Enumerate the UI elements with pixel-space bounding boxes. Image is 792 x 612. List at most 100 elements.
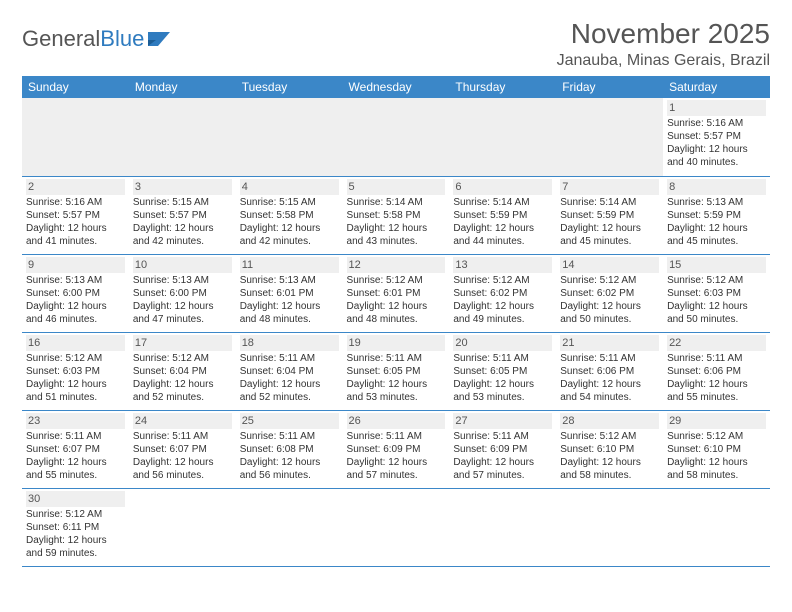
day-number: 19 <box>347 335 446 351</box>
cell-line: Daylight: 12 hours <box>133 456 232 469</box>
day-number: 6 <box>453 179 552 195</box>
weekday-header: Saturday <box>663 76 770 98</box>
calendar-row: 9Sunrise: 5:13 AMSunset: 6:00 PMDaylight… <box>22 254 770 332</box>
day-number: 27 <box>453 413 552 429</box>
cell-line: Sunrise: 5:13 AM <box>26 274 125 287</box>
cell-line: Daylight: 12 hours <box>240 456 339 469</box>
day-number: 7 <box>560 179 659 195</box>
cell-line: and 46 minutes. <box>26 313 125 326</box>
cell-line: Sunset: 5:59 PM <box>667 209 766 222</box>
cell-line: Sunrise: 5:11 AM <box>667 352 766 365</box>
cell-line: Sunset: 5:59 PM <box>560 209 659 222</box>
cell-line: Daylight: 12 hours <box>240 378 339 391</box>
cell-line: Sunset: 6:11 PM <box>26 521 125 534</box>
cell-line: Sunrise: 5:11 AM <box>240 430 339 443</box>
cell-line: Sunrise: 5:12 AM <box>453 274 552 287</box>
cell-line: and 44 minutes. <box>453 235 552 248</box>
cell-line: Daylight: 12 hours <box>560 222 659 235</box>
cell-line: Daylight: 12 hours <box>26 378 125 391</box>
cell-line: Daylight: 12 hours <box>133 378 232 391</box>
cell-line: Daylight: 12 hours <box>240 300 339 313</box>
cell-line: Sunset: 5:57 PM <box>133 209 232 222</box>
cell-line: Daylight: 12 hours <box>347 378 446 391</box>
cell-line: and 42 minutes. <box>240 235 339 248</box>
weekday-header: Sunday <box>22 76 129 98</box>
calendar-cell: 26Sunrise: 5:11 AMSunset: 6:09 PMDayligh… <box>343 410 450 488</box>
cell-line: and 53 minutes. <box>453 391 552 404</box>
day-number: 10 <box>133 257 232 273</box>
cell-line: Sunrise: 5:13 AM <box>240 274 339 287</box>
cell-line: and 57 minutes. <box>347 469 446 482</box>
cell-line: Daylight: 12 hours <box>560 456 659 469</box>
calendar-cell: 15Sunrise: 5:12 AMSunset: 6:03 PMDayligh… <box>663 254 770 332</box>
cell-line: and 55 minutes. <box>26 469 125 482</box>
calendar-cell: 19Sunrise: 5:11 AMSunset: 6:05 PMDayligh… <box>343 332 450 410</box>
cell-line: Sunset: 6:04 PM <box>133 365 232 378</box>
cell-line: Sunrise: 5:13 AM <box>133 274 232 287</box>
cell-line: Sunset: 6:00 PM <box>26 287 125 300</box>
cell-line: Sunset: 6:01 PM <box>347 287 446 300</box>
calendar-cell: 3Sunrise: 5:15 AMSunset: 5:57 PMDaylight… <box>129 176 236 254</box>
calendar-cell: 17Sunrise: 5:12 AMSunset: 6:04 PMDayligh… <box>129 332 236 410</box>
logo-flag-icon <box>148 30 174 48</box>
cell-line: Daylight: 12 hours <box>667 222 766 235</box>
cell-line: Daylight: 12 hours <box>560 300 659 313</box>
calendar-cell: 6Sunrise: 5:14 AMSunset: 5:59 PMDaylight… <box>449 176 556 254</box>
cell-line: Sunrise: 5:12 AM <box>133 352 232 365</box>
cell-line: and 52 minutes. <box>240 391 339 404</box>
calendar-row: 23Sunrise: 5:11 AMSunset: 6:07 PMDayligh… <box>22 410 770 488</box>
cell-line: Daylight: 12 hours <box>453 222 552 235</box>
day-number: 24 <box>133 413 232 429</box>
cell-line: and 58 minutes. <box>560 469 659 482</box>
calendar-cell: 21Sunrise: 5:11 AMSunset: 6:06 PMDayligh… <box>556 332 663 410</box>
cell-line: and 43 minutes. <box>347 235 446 248</box>
cell-line: and 51 minutes. <box>26 391 125 404</box>
day-number: 5 <box>347 179 446 195</box>
calendar-row: 16Sunrise: 5:12 AMSunset: 6:03 PMDayligh… <box>22 332 770 410</box>
cell-line: Daylight: 12 hours <box>26 300 125 313</box>
cell-line: Sunset: 6:10 PM <box>667 443 766 456</box>
cell-line: Daylight: 12 hours <box>347 222 446 235</box>
calendar-cell <box>343 98 450 176</box>
cell-line: Sunrise: 5:11 AM <box>133 430 232 443</box>
cell-line: Sunrise: 5:14 AM <box>560 196 659 209</box>
calendar-body: 1Sunrise: 5:16 AMSunset: 5:57 PMDaylight… <box>22 98 770 566</box>
day-number: 25 <box>240 413 339 429</box>
calendar-cell: 30Sunrise: 5:12 AMSunset: 6:11 PMDayligh… <box>22 488 129 566</box>
cell-line: Daylight: 12 hours <box>667 456 766 469</box>
calendar-cell: 16Sunrise: 5:12 AMSunset: 6:03 PMDayligh… <box>22 332 129 410</box>
cell-line: Sunrise: 5:11 AM <box>240 352 339 365</box>
day-number: 12 <box>347 257 446 273</box>
cell-line: Sunrise: 5:15 AM <box>240 196 339 209</box>
cell-line: and 45 minutes. <box>667 235 766 248</box>
day-number: 11 <box>240 257 339 273</box>
day-number: 18 <box>240 335 339 351</box>
cell-line: Sunrise: 5:12 AM <box>26 352 125 365</box>
day-number: 14 <box>560 257 659 273</box>
cell-line: Sunrise: 5:16 AM <box>26 196 125 209</box>
calendar-cell <box>556 98 663 176</box>
day-number: 22 <box>667 335 766 351</box>
logo-word1: General <box>22 26 100 52</box>
cell-line: Sunset: 6:05 PM <box>347 365 446 378</box>
calendar-cell <box>449 488 556 566</box>
calendar-cell <box>236 98 343 176</box>
day-number: 30 <box>26 491 125 507</box>
cell-line: and 48 minutes. <box>240 313 339 326</box>
cell-line: and 56 minutes. <box>133 469 232 482</box>
day-number: 4 <box>240 179 339 195</box>
cell-line: and 42 minutes. <box>133 235 232 248</box>
calendar-cell <box>236 488 343 566</box>
logo-word2: Blue <box>100 26 144 52</box>
calendar-cell: 2Sunrise: 5:16 AMSunset: 5:57 PMDaylight… <box>22 176 129 254</box>
cell-line: Daylight: 12 hours <box>240 222 339 235</box>
day-number: 29 <box>667 413 766 429</box>
calendar-cell: 25Sunrise: 5:11 AMSunset: 6:08 PMDayligh… <box>236 410 343 488</box>
cell-line: Sunset: 6:00 PM <box>133 287 232 300</box>
cell-line: Sunrise: 5:14 AM <box>453 196 552 209</box>
month-title: November 2025 <box>557 18 770 50</box>
calendar-cell: 14Sunrise: 5:12 AMSunset: 6:02 PMDayligh… <box>556 254 663 332</box>
cell-line: Daylight: 12 hours <box>667 143 766 156</box>
cell-line: Sunset: 6:04 PM <box>240 365 339 378</box>
calendar-cell: 29Sunrise: 5:12 AMSunset: 6:10 PMDayligh… <box>663 410 770 488</box>
